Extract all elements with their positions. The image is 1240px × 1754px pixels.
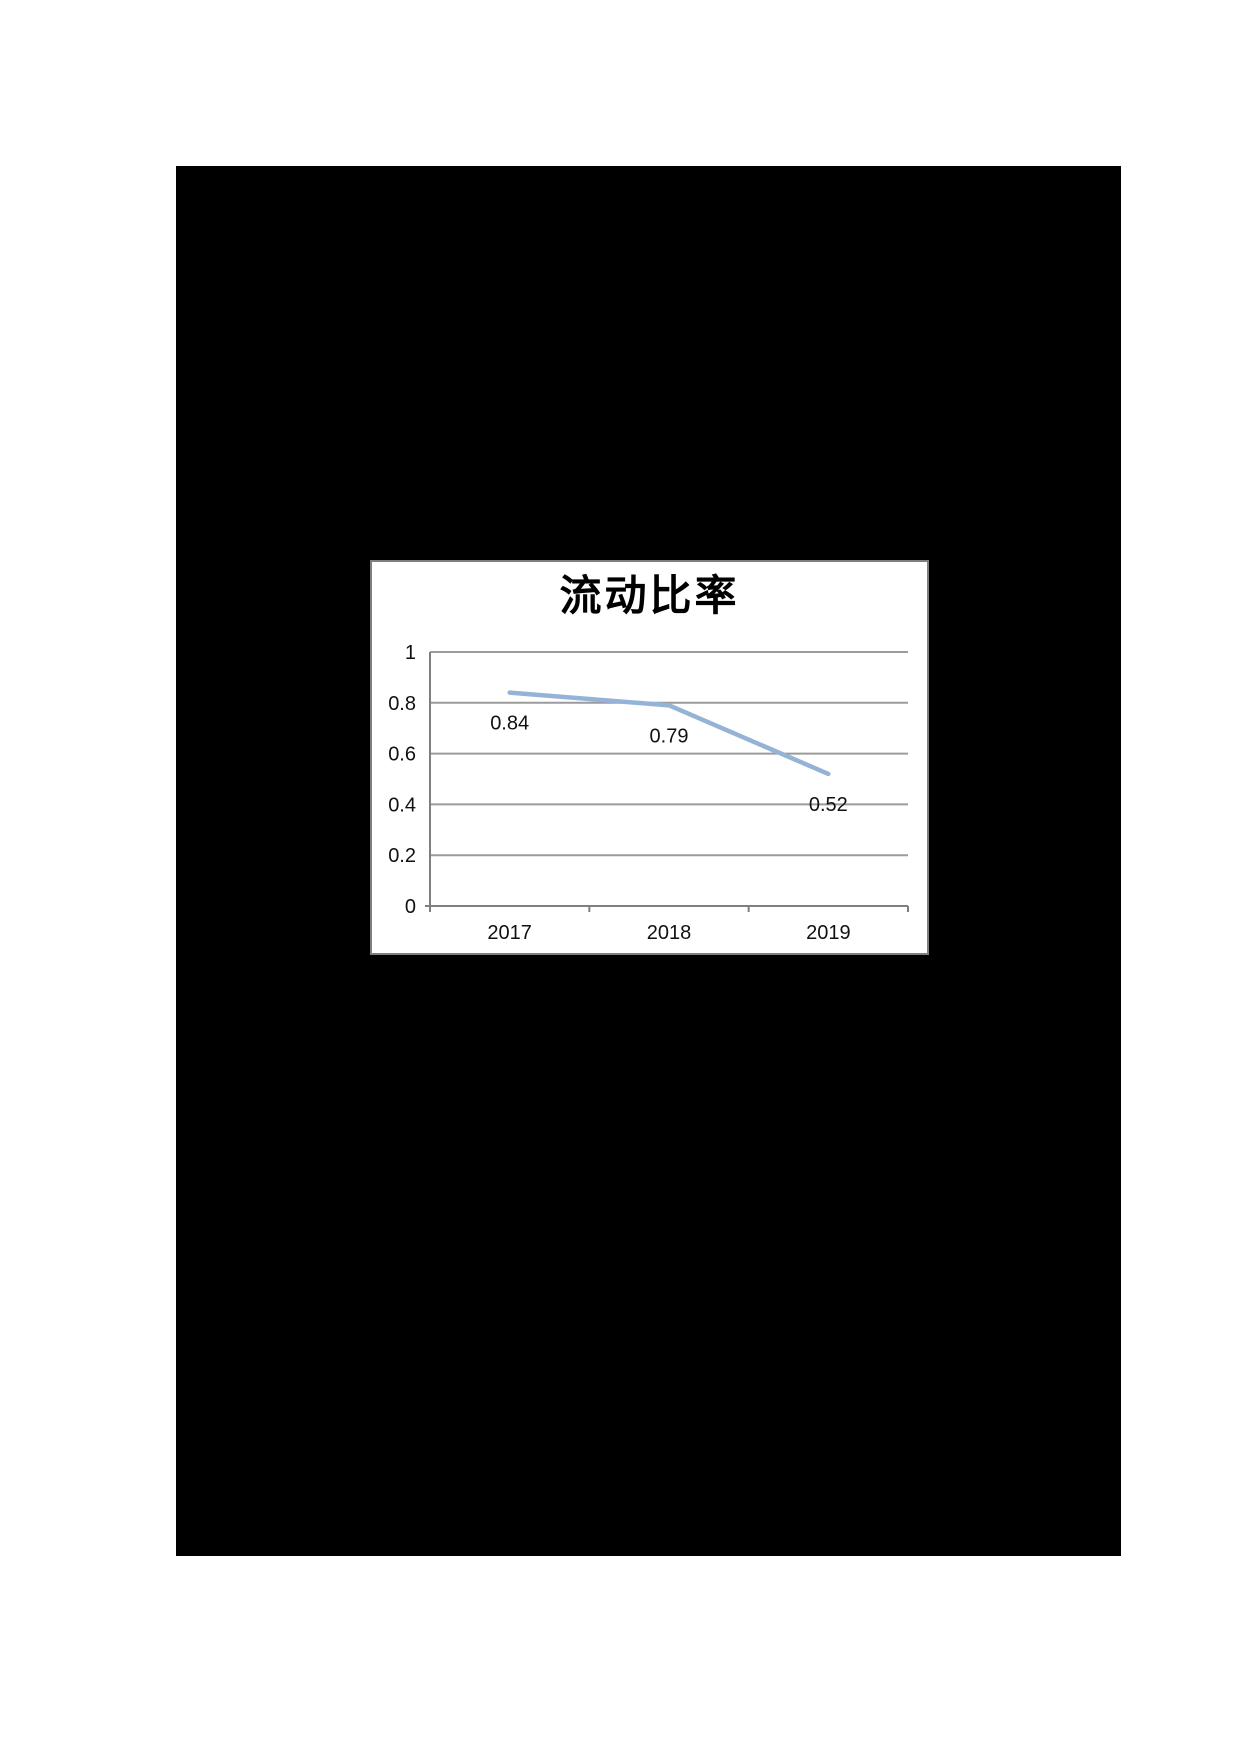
- line-plot-area: 0 0.2 0.4 0.6 0.8 1 2017 2018 2019 0.84 0.79 0.52: [388, 642, 909, 944]
- y-tick-label: 0: [405, 896, 416, 918]
- embedded-chart-image: 流动比率 0 0.2 0.4 0.6 0.8 1 2017 2018 2019 0.84 0.79 0…: [176, 166, 1121, 1556]
- data-label: 0.79: [650, 725, 689, 747]
- x-category-label: 2018: [647, 922, 692, 944]
- y-tick-label: 0.4: [388, 794, 416, 816]
- y-tick-label: 0.6: [388, 744, 416, 766]
- y-tick-label: 0.8: [388, 693, 416, 715]
- data-label: 0.52: [809, 794, 848, 816]
- x-category-label: 2017: [487, 922, 532, 944]
- data-label: 0.84: [490, 713, 529, 735]
- x-category-label: 2019: [806, 922, 851, 944]
- series-line: [507, 690, 831, 777]
- chart-title: 流动比率: [559, 571, 740, 620]
- current-ratio-chart-panel: 流动比率 0 0.2 0.4 0.6 0.8 1 2017 2018 2019 0.84 0.79 0…: [370, 560, 929, 955]
- y-tick-label: 1: [405, 642, 416, 664]
- y-tick-label: 0.2: [388, 845, 416, 867]
